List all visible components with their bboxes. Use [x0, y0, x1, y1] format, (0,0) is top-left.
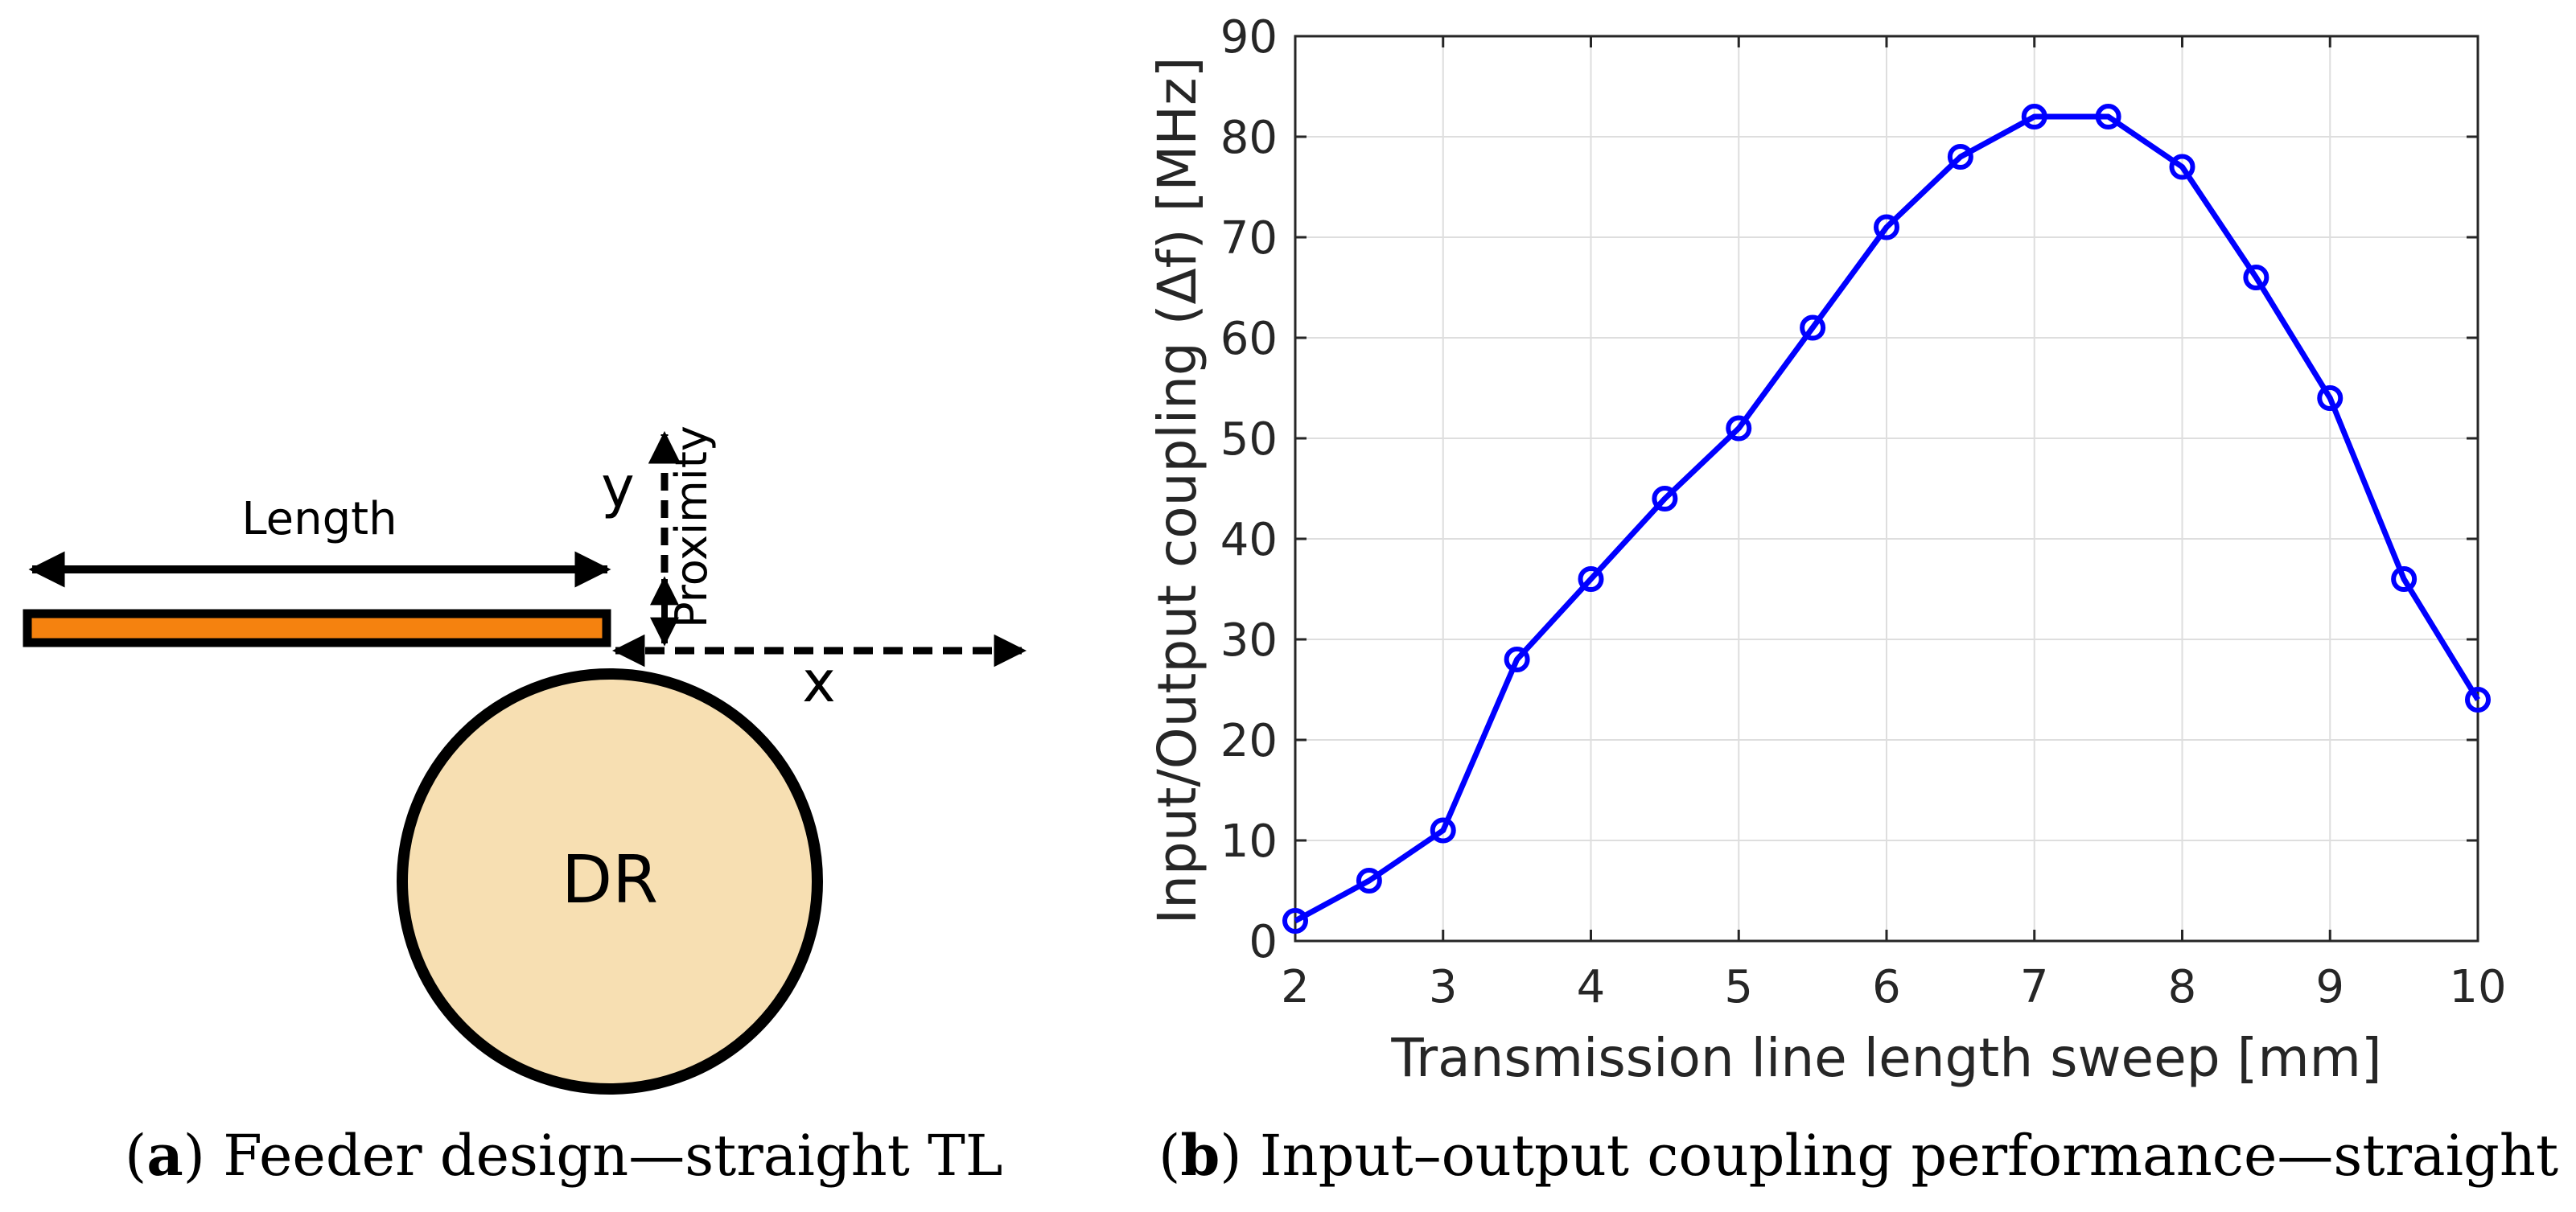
proximity-label: Proximity — [666, 425, 717, 628]
data-point-marker — [1874, 214, 1899, 240]
length-label: Length — [241, 493, 397, 545]
x-tick-label: 8 — [2168, 961, 2197, 1013]
y-tick-label: 40 — [1220, 514, 1278, 566]
y-axis-label: Input/Output coupling (Δf) [MHz] — [1146, 57, 1208, 925]
data-point-marker — [1430, 817, 1456, 844]
caption-b-text: Input–output coupling performance—straig… — [1242, 1123, 2576, 1189]
x-tick-label: 3 — [1429, 961, 1458, 1013]
y-tick-label: 30 — [1220, 614, 1278, 667]
x-tick-label: 9 — [2315, 961, 2344, 1013]
data-point-marker — [1800, 314, 1826, 341]
coupling-chart: 2 3 4 5 6 7 8 9 10 0 10 20 30 40 50 60 70 80 90 Transmiss… — [1146, 11, 2507, 1089]
y-label: y — [601, 454, 634, 520]
data-point-marker — [1356, 868, 1382, 894]
y-tick-label: 70 — [1220, 212, 1278, 265]
data-point-marker — [1652, 486, 1678, 512]
y-tick-label: 80 — [1220, 112, 1278, 164]
caption-a-text: Feeder design—straight TL — [205, 1123, 1002, 1189]
x-tick-label: 4 — [1577, 961, 1606, 1013]
series-line-coupling — [1294, 113, 2480, 924]
data-point-marker — [2095, 104, 2121, 129]
data-point-marker — [2317, 385, 2344, 411]
x-tick-label: 7 — [2020, 961, 2049, 1013]
x-label: x — [802, 649, 835, 715]
x-tick-labels: 2 3 4 5 6 7 8 9 10 — [1281, 961, 2506, 1013]
x-axis-label: Transmission line length sweep [mm] — [1390, 1027, 2381, 1089]
dielectric-resonator — [397, 668, 823, 1095]
y-tick-label: 90 — [1220, 11, 1278, 64]
y-tick-label: 50 — [1220, 413, 1278, 466]
y-tick-label: 60 — [1220, 313, 1278, 365]
caption-b: (b) Input–output coupling performance—st… — [1158, 1122, 2576, 1189]
panel-a-feeder-diagram: Length DR x y Proximity — [23, 425, 1027, 1095]
x-tick-label: 2 — [1281, 961, 1310, 1013]
dr-label: DR — [562, 842, 658, 918]
y-tick-label: 10 — [1220, 816, 1278, 868]
data-point-marker — [2243, 265, 2269, 290]
data-point-marker — [2391, 566, 2418, 592]
y-tick-label: 0 — [1249, 916, 1278, 968]
data-point-marker — [1578, 566, 1604, 592]
data-point-marker — [2169, 154, 2195, 180]
caption-a-letter: a — [146, 1122, 183, 1189]
caption-a: (a) Feeder design—straight TL — [125, 1122, 1002, 1189]
data-point-marker — [1726, 415, 1752, 442]
data-point-marker — [1282, 908, 1308, 934]
data-point-marker — [1947, 144, 1973, 170]
feeder-strip — [23, 609, 611, 647]
data-point-marker — [2465, 687, 2491, 713]
series-markers — [1282, 104, 2491, 934]
x-tick-label: 5 — [1724, 961, 1753, 1013]
x-tick-label: 10 — [2449, 961, 2506, 1013]
y-tick-label: 20 — [1220, 715, 1278, 767]
caption-b-letter: b — [1180, 1122, 1220, 1189]
x-tick-label: 6 — [1872, 961, 1901, 1013]
y-tick-labels: 0 10 20 30 40 50 60 70 80 90 — [1220, 11, 1278, 968]
data-point-marker — [2021, 104, 2047, 129]
data-point-marker — [1504, 647, 1530, 672]
